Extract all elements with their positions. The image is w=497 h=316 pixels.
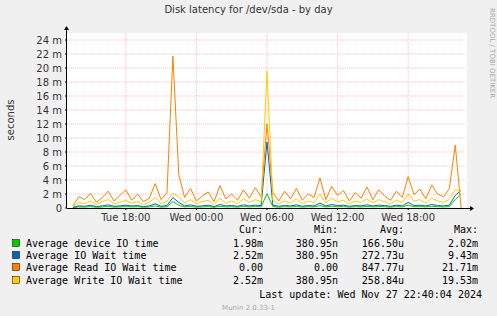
legend-swatch [13,240,20,247]
legend-value: 847.77u [362,262,404,273]
x-tick-label: Wed 00:00 [170,212,224,223]
series-line [73,56,461,208]
y-axis [66,30,67,208]
legend-value: 272.73u [362,250,404,261]
series-line [73,71,461,206]
grid-line [337,33,338,208]
y-tick-label: 4 m [43,175,62,186]
y-tick-label: 16 m [36,91,62,102]
legend-value: 21.71m [442,262,478,273]
x-tick-label: Wed 12:00 [311,212,365,223]
y-tick-label: 8 m [43,147,62,158]
grid-line [125,33,126,208]
legend-value: 380.95n [296,238,338,249]
watermark: RRDTOOL / TOBI OETIKER [488,8,496,98]
subfooter: Munin 2.0.33-1 [222,304,275,312]
y-tick-label: 12 m [36,119,62,130]
legend-label: Average IO Wait time [26,250,146,261]
y-tick-label: 2 m [43,189,62,200]
legend-value: 2.52m [233,275,263,286]
series-group [73,56,461,208]
footer: Last update: Wed Nov 27 22:40:04 2024 [259,289,482,300]
legend-value: 2.02m [448,238,478,249]
legend-value: 2.52m [233,250,263,261]
legend-value: 1.98m [233,238,263,249]
legend-label: Average device IO time [26,238,158,249]
y-tick-label: 18 m [36,77,62,88]
legend-swatch [13,252,20,259]
y-tick-label: 14 m [36,105,62,116]
legend-header: Cur: [239,224,263,235]
title: Disk latency for /dev/sda - by day [164,4,332,15]
legend-value: 0.00 [239,262,263,273]
x-tick-label: Tue 18:00 [100,212,150,223]
grid-line [196,33,197,208]
y-axis-arrow [64,26,69,30]
legend-value: 166.50u [362,238,404,249]
x-axis-arrow [470,206,474,211]
legend-label: Average Write IO Wait time [26,275,183,286]
y-tick-label: 24 m [36,35,62,46]
legend-value: 380.95n [296,250,338,261]
grid-line [267,33,268,208]
legend-header: Min: [314,224,338,235]
legend-value: 9.43m [448,250,478,261]
y-tick-label: 10 m [36,133,62,144]
legend-value: 380.95n [296,275,338,286]
legend-swatch [13,277,20,284]
legend-header: Max: [454,224,478,235]
background [0,0,497,316]
x-tick-label: Wed 06:00 [240,212,294,223]
legend-value: 19.53m [442,275,478,286]
legend-swatch [13,264,20,271]
y-axis-label: seconds [5,100,16,141]
grid-line [408,33,409,208]
series-line [73,142,461,207]
x-tick-label: Wed 18:00 [381,212,435,223]
chart: Disk latency for /dev/sda - by day RRDTOO… [0,0,497,316]
y-tick-label: 22 m [36,49,62,60]
legend-label: Average Read IO Wait time [26,262,177,273]
legend-value: 0.00 [314,262,338,273]
y-tick-label: 20 m [36,63,62,74]
legend-header: Avg: [380,224,404,235]
plot-area [67,33,467,208]
y-tick-label: 0 [56,203,62,214]
legend-value: 258.84u [362,275,404,286]
y-tick-label: 6 m [43,161,62,172]
x-axis [67,208,470,209]
